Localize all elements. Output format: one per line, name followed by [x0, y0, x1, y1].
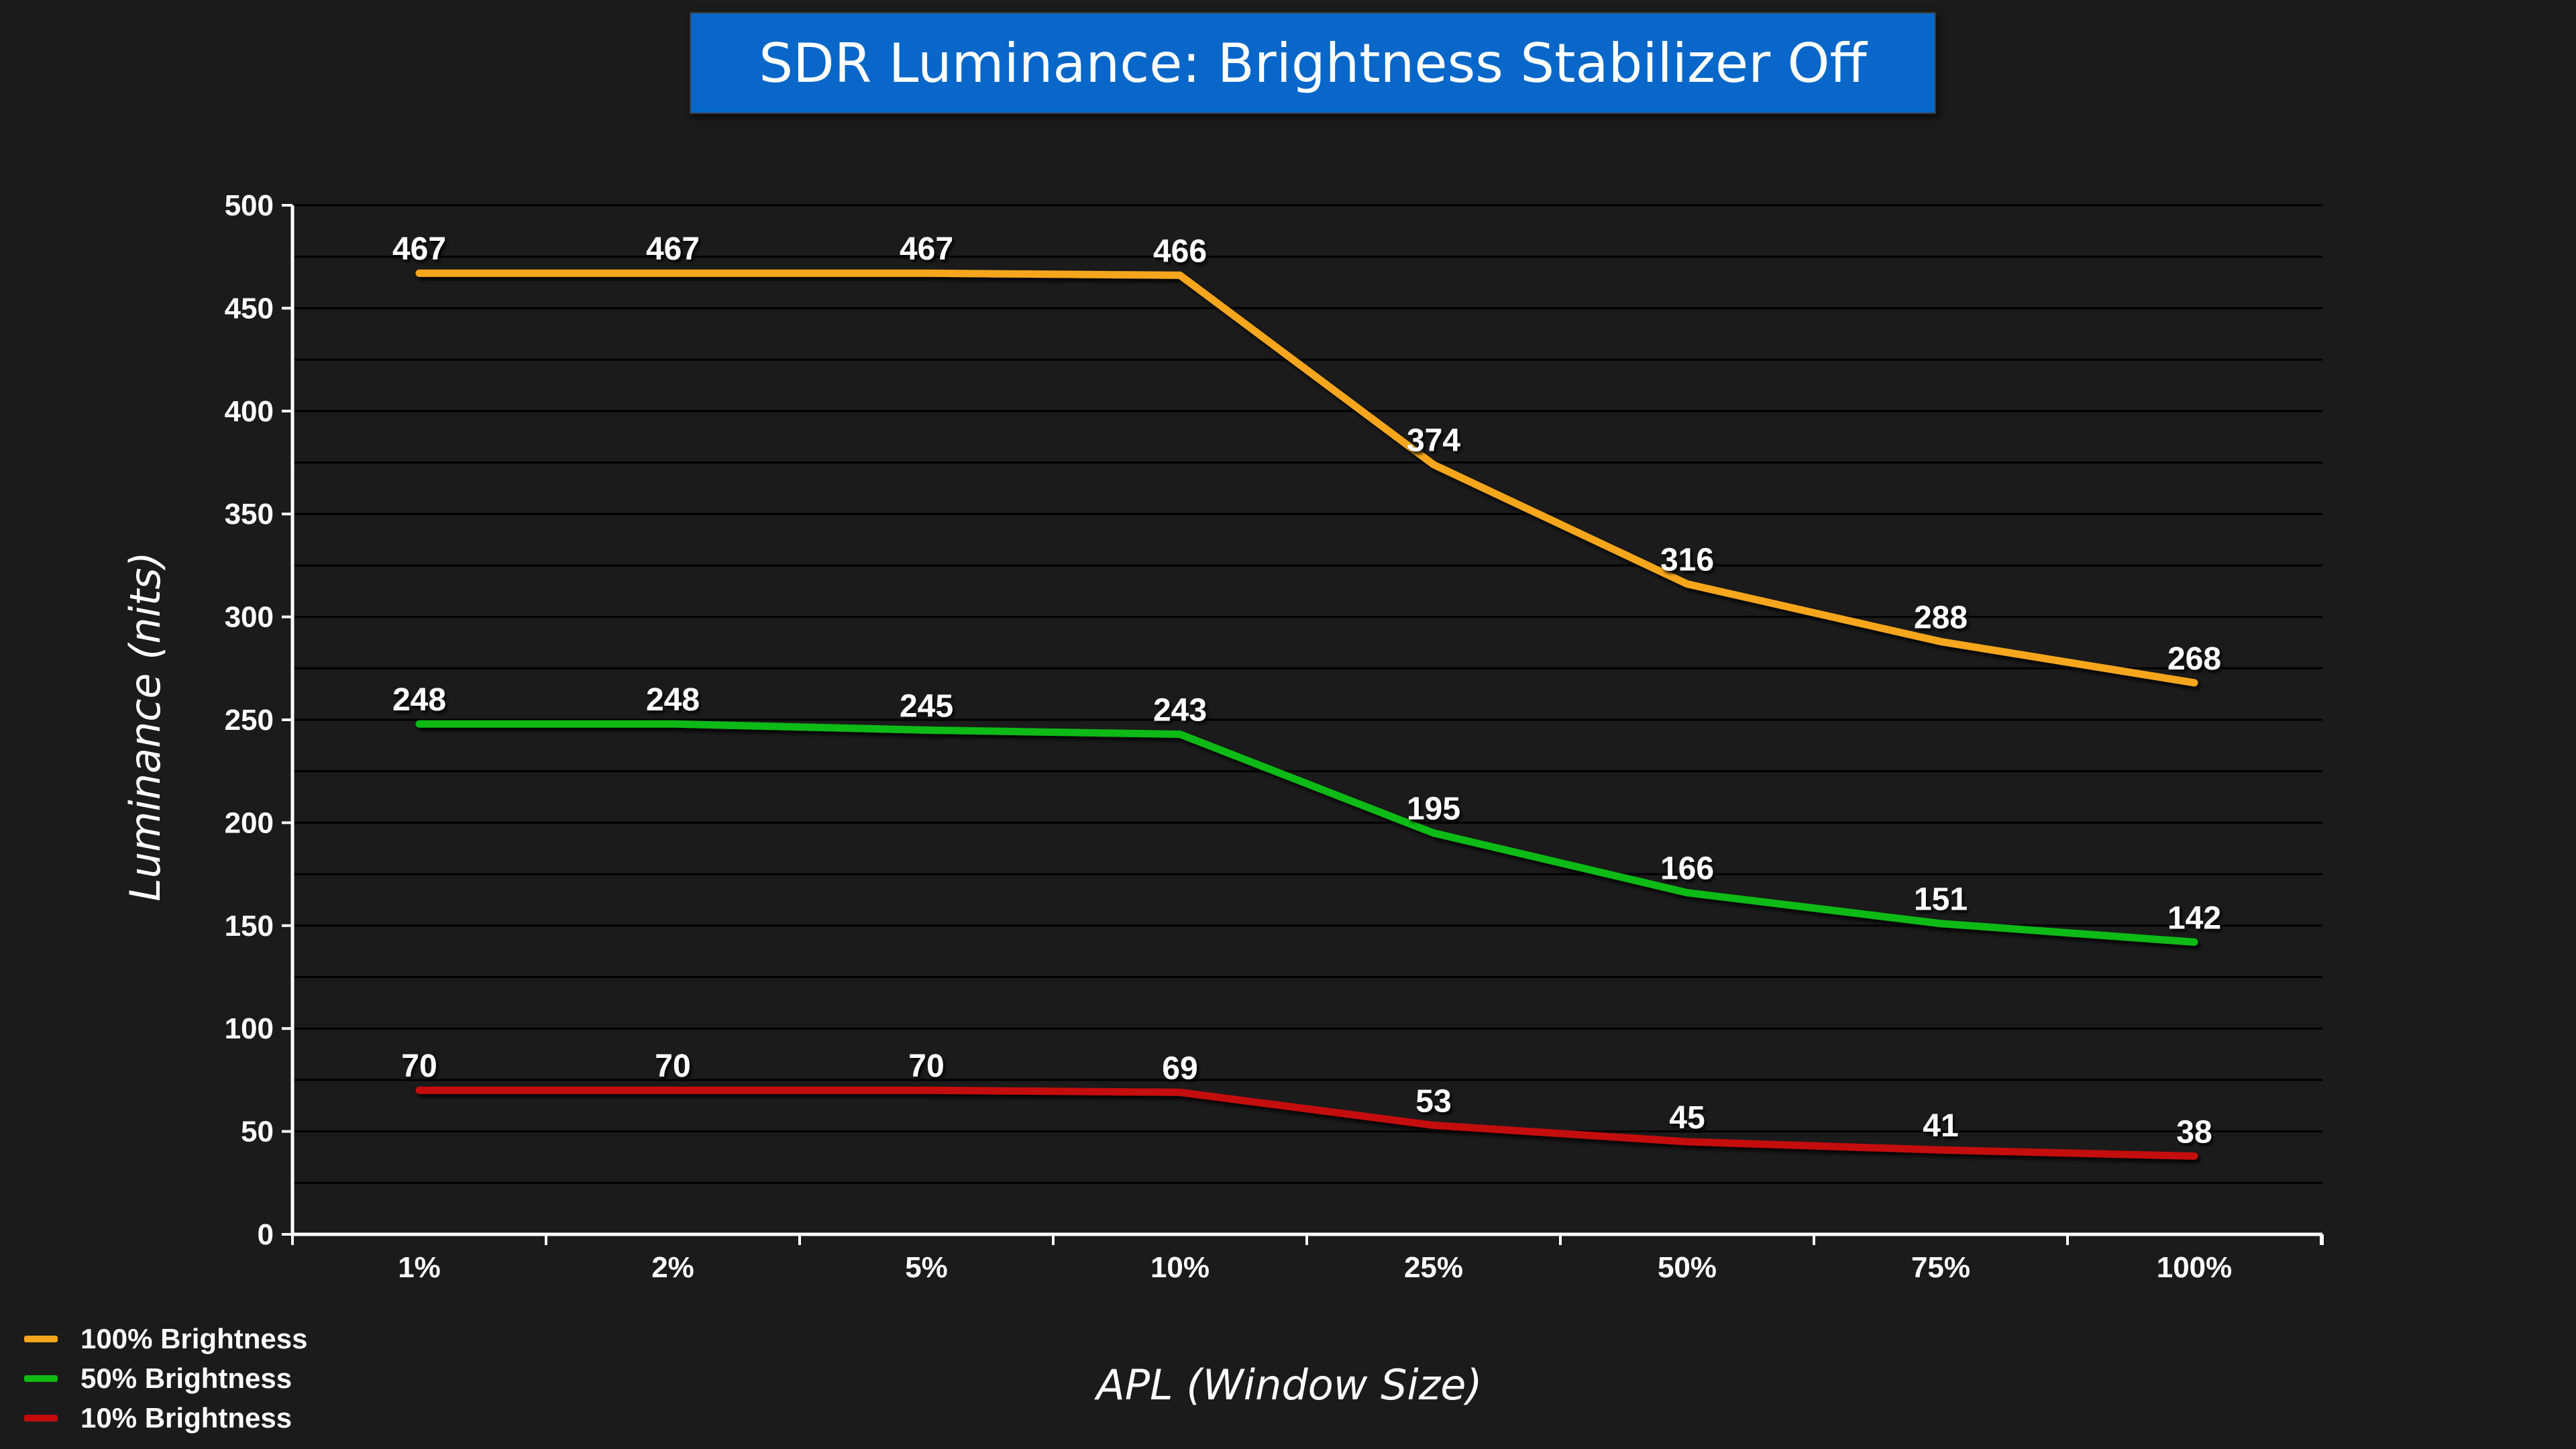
- series-line-50-brightness: [415, 720, 2198, 946]
- legend-label-50: 50% Brightness: [80, 1362, 292, 1394]
- x-tick-label: 100%: [2157, 1251, 2233, 1284]
- data-label: 466: [1153, 233, 1207, 269]
- legend-item-50: 50% Brightness: [24, 1358, 307, 1398]
- y-tick-label: 400: [225, 395, 274, 428]
- series-line-10-brightness: [415, 1086, 2198, 1160]
- data-label: 70: [908, 1049, 944, 1084]
- legend-swatch-10: [24, 1414, 58, 1421]
- chart-title-box: SDR Luminance: Brightness Stabilizer Off: [690, 12, 1936, 114]
- data-label: 248: [646, 682, 700, 718]
- y-tick-label: 0: [258, 1218, 274, 1251]
- data-label: 248: [392, 682, 446, 718]
- data-label: 467: [392, 231, 446, 267]
- data-label: 243: [1153, 692, 1207, 728]
- y-axis-title: Luminance (nits): [121, 551, 170, 902]
- y-tick-label: 250: [225, 704, 274, 737]
- legend-label-100: 100% Brightness: [80, 1322, 308, 1354]
- x-tick-label: 2%: [651, 1251, 694, 1284]
- legend-item-10: 10% Brightness: [24, 1398, 307, 1438]
- chart-title: SDR Luminance: Brightness Stabilizer Off: [759, 32, 1867, 95]
- data-label: 268: [2167, 641, 2221, 677]
- data-label: 69: [1162, 1051, 1197, 1086]
- y-tick-label: 300: [225, 601, 274, 634]
- data-label: 53: [1415, 1083, 1451, 1119]
- x-tick-label: 75%: [1911, 1251, 1970, 1284]
- data-label: 151: [1914, 882, 1968, 918]
- legend-swatch-100: [24, 1335, 58, 1342]
- data-label: 38: [2176, 1114, 2212, 1150]
- x-tick-label: 50%: [1658, 1251, 1717, 1284]
- x-axis-title: APL (Window Size): [1093, 1360, 1482, 1409]
- legend-swatch-50: [24, 1375, 58, 1382]
- x-tick-label: 10%: [1150, 1251, 1210, 1284]
- data-label: 41: [1923, 1108, 1958, 1144]
- data-label: 467: [646, 231, 700, 267]
- data-label: 288: [1914, 600, 1968, 635]
- data-label: 195: [1407, 792, 1460, 827]
- legend: 100% Brightness 50% Brightness 10% Brigh…: [24, 1319, 307, 1438]
- data-label: 316: [1660, 543, 1714, 578]
- data-label: 142: [2167, 900, 2221, 936]
- x-tick-label: 1%: [398, 1251, 441, 1284]
- legend-label-10: 10% Brightness: [80, 1401, 292, 1434]
- x-tick-label: 25%: [1404, 1251, 1463, 1284]
- series-line-100-brightness: [415, 269, 2198, 687]
- y-tick-label: 500: [225, 189, 274, 222]
- data-label: 467: [900, 231, 953, 267]
- data-label: 166: [1660, 851, 1714, 887]
- y-tick-label: 350: [225, 498, 274, 531]
- x-tick-label: 5%: [905, 1251, 948, 1284]
- y-tick-label: 50: [241, 1116, 274, 1148]
- data-label: 245: [900, 688, 953, 724]
- data-label: 374: [1407, 423, 1460, 459]
- data-label: 45: [1669, 1100, 1705, 1136]
- legend-item-100: 100% Brightness: [24, 1319, 307, 1358]
- y-tick-label: 100: [225, 1012, 274, 1045]
- y-tick-label: 150: [225, 910, 274, 943]
- data-label: 70: [655, 1049, 690, 1084]
- data-label: 70: [401, 1049, 437, 1084]
- y-tick-label: 200: [225, 806, 274, 839]
- y-tick-label: 450: [225, 292, 274, 325]
